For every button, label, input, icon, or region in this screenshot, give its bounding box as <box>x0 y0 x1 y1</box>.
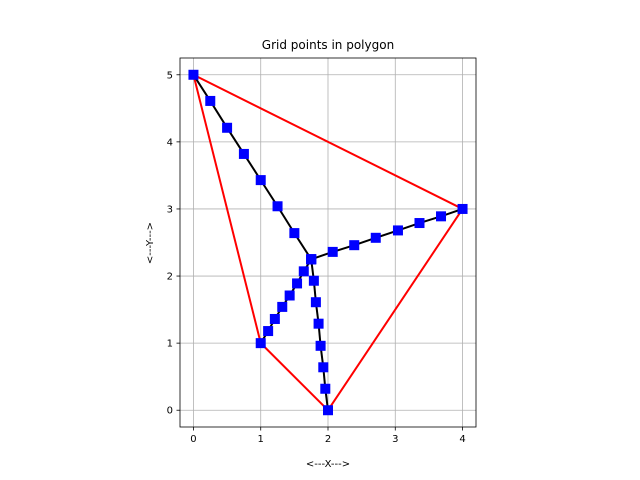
x-tick-label: 4 <box>459 434 465 445</box>
grid-point <box>310 297 321 308</box>
grid-point <box>238 148 249 159</box>
grid-point <box>255 338 266 349</box>
x-axis-label: <---X---> <box>306 459 350 470</box>
grid-point <box>315 340 326 351</box>
grid-point <box>320 383 331 394</box>
grid-point <box>269 313 280 324</box>
y-tick-label: 2 <box>167 272 173 283</box>
x-tick-label: 2 <box>325 434 331 445</box>
grid-point <box>327 246 338 257</box>
x-tick-label: 1 <box>258 434 264 445</box>
grid-point <box>349 240 360 251</box>
grid-point <box>298 266 309 277</box>
grid-point <box>313 318 324 329</box>
grid-point <box>457 203 468 214</box>
grid-point <box>255 175 266 186</box>
x-tick-label: 3 <box>392 434 398 445</box>
grid-point <box>308 275 319 286</box>
y-tick-label: 1 <box>167 339 173 350</box>
grid-point <box>188 69 199 80</box>
grid-point <box>289 228 300 239</box>
grid-point <box>323 405 333 416</box>
grid-point <box>205 95 216 106</box>
y-tick-label: 3 <box>167 204 173 215</box>
grid-point <box>277 301 288 312</box>
axis-ticks: 0 1 2 3 4 0 1 2 3 4 5 <box>167 70 466 445</box>
grid-point <box>263 326 274 337</box>
y-tick-label: 0 <box>167 406 173 417</box>
grid-point <box>318 362 329 373</box>
grid-point <box>292 278 303 289</box>
grid-point <box>392 225 403 236</box>
grid-point <box>414 218 425 229</box>
y-tick-label: 5 <box>167 70 173 81</box>
y-tick-label: 4 <box>167 137 173 148</box>
y-axis-label: <---Y---> <box>145 222 156 264</box>
grid-point <box>306 254 317 265</box>
point-layer <box>188 69 468 416</box>
grid-point <box>436 211 447 222</box>
grid-point <box>284 290 295 301</box>
chart-title: Grid points in polygon <box>262 38 394 52</box>
grid-point <box>222 122 233 133</box>
x-tick-label: 0 <box>190 434 196 445</box>
grid-point <box>272 201 283 212</box>
grid-point <box>370 232 381 243</box>
